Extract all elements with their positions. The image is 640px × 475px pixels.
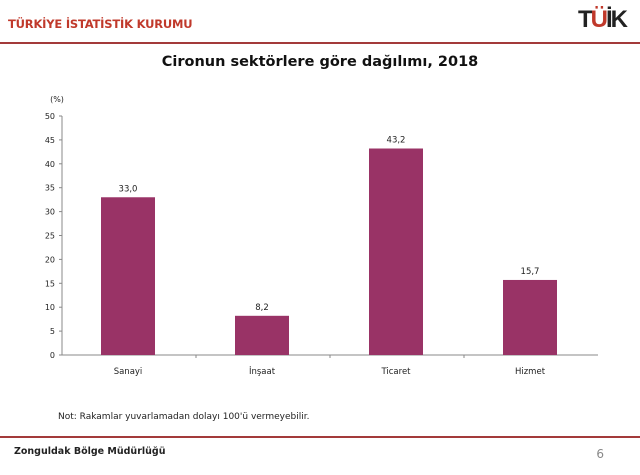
bar-3 (369, 148, 423, 355)
data-label: 8,2 (255, 303, 269, 313)
data-label: 15,7 (521, 267, 540, 277)
y-tick-label: 0 (50, 351, 55, 360)
x-tick-label: Ticaret (380, 367, 411, 377)
tuik-logo: TÜİK (577, 6, 628, 33)
y-tick-label: 30 (45, 208, 55, 217)
y-tick-label: 25 (45, 232, 55, 241)
bar-4 (503, 279, 557, 355)
data-label: 43,2 (387, 136, 406, 146)
y-tick-label: 35 (45, 184, 55, 193)
footnote: Not: Rakamlar yuvarlamadan dolayı 100'ü … (58, 412, 310, 422)
office-name: Zonguldak Bölge Müdürlüğü (14, 446, 166, 457)
bar-chart: (%) 0 5 10 15 20 25 30 35 40 45 50 33,0 Sanayi 8,2 İnşa… (45, 95, 598, 377)
y-tick-label: 10 (45, 303, 55, 312)
y-tick-label: 40 (45, 160, 55, 169)
y-tick-label: 20 (45, 255, 55, 264)
y-tick-label: 5 (50, 327, 55, 336)
bar-2 (235, 315, 289, 355)
x-tick-label: Hizmet (515, 367, 546, 377)
x-tick-label: Sanayi (114, 367, 143, 377)
y-tick-label: 15 (45, 279, 55, 288)
data-label: 33,0 (119, 184, 138, 194)
bar-1 (101, 197, 155, 355)
x-tick-label: İnşaat (249, 366, 276, 377)
y-axis-label: (%) (50, 95, 64, 104)
header-divider (0, 42, 640, 44)
page-number: 6 (596, 447, 604, 461)
chart-title: Cironun sektörlere göre dağılımı, 2018 (161, 54, 479, 70)
organization-name: TÜRKİYE İSTATİSTİK KURUMU (8, 17, 193, 31)
y-tick-label: 50 (45, 112, 55, 121)
y-tick-label: 45 (45, 136, 55, 145)
footer-divider (0, 436, 640, 438)
